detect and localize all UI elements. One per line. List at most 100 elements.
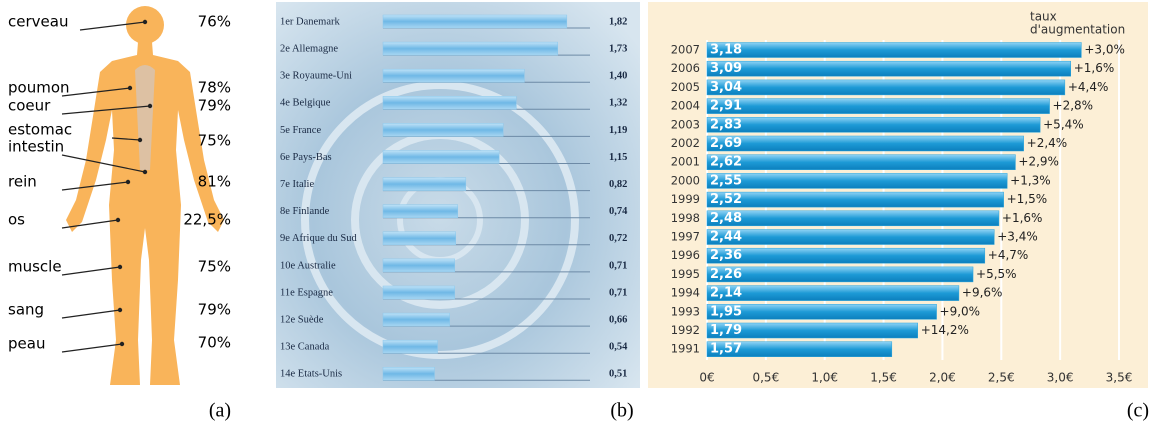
country-label: 8e Finlande (280, 206, 330, 217)
year-label: 2005 (671, 80, 700, 94)
country-label: 9e Afrique du Sud (280, 233, 357, 244)
growth-label: +2,9% (1018, 155, 1059, 169)
bar (707, 99, 1050, 114)
growth-label: +1,6% (1002, 211, 1043, 225)
leader-dot (120, 342, 124, 346)
x-tick-label: 3,0€ (1047, 371, 1074, 385)
organ-label: intestin (8, 138, 64, 156)
country-label: 11e Espagne (280, 287, 333, 298)
leader-dot (126, 180, 130, 184)
panel-b-background (276, 2, 640, 388)
caption: (c) (1127, 400, 1149, 422)
value-label: 0,72 (609, 233, 627, 244)
bar (383, 259, 455, 272)
organ-value: 75% (198, 258, 231, 276)
organ-label: cerveau (8, 13, 68, 31)
value-label: 1,95 (710, 304, 742, 319)
bar (707, 211, 999, 226)
organ-value: 76% (198, 13, 231, 31)
figure: cerveau76%poumon78%coeur79%estomacintest… (0, 0, 1161, 428)
x-tick-label: 3,5€ (1106, 371, 1133, 385)
growth-title: d'augmentation (1030, 23, 1125, 37)
x-tick-label: 1,5€ (870, 371, 897, 385)
leader-dot (148, 104, 152, 108)
organ-label: os (8, 211, 25, 229)
caption: (a) (209, 400, 231, 422)
bar (707, 230, 994, 245)
year-label: 2003 (671, 117, 700, 131)
value-label: 2,91 (710, 99, 742, 114)
organ-value: 70% (198, 334, 231, 352)
country-label: 7e Italie (280, 179, 314, 190)
organ-value: 81% (198, 173, 231, 191)
value-label: 2,36 (710, 248, 742, 263)
leader-dot (128, 86, 132, 90)
country-label: 1er Danemark (280, 16, 341, 27)
bar (707, 136, 1024, 151)
bar (383, 367, 435, 380)
leader-dot (118, 308, 122, 312)
value-label: 2,83 (710, 117, 742, 132)
year-label: 2000 (671, 173, 700, 187)
bar (383, 96, 516, 109)
value-label: 0,54 (609, 342, 628, 353)
organ-value: 79% (198, 97, 231, 115)
country-label: 13e Canada (280, 342, 330, 353)
country-label: 4e Belgique (280, 98, 331, 109)
leader-dot (138, 138, 142, 142)
bar (707, 61, 1071, 76)
value-label: 0,51 (609, 369, 627, 380)
leader-line (62, 344, 122, 352)
value-label: 0,71 (609, 287, 627, 298)
x-tick-label: 0,5€ (752, 371, 779, 385)
year-label: 2001 (671, 155, 700, 169)
year-label: 1992 (671, 323, 700, 337)
organ-value: 78% (198, 79, 231, 97)
year-label: 1999 (671, 192, 700, 206)
year-label: 2002 (671, 136, 700, 150)
leader-dot (143, 170, 147, 174)
bar (383, 42, 558, 55)
growth-label: +4,7% (988, 248, 1029, 262)
growth-label: +3,4% (997, 230, 1038, 244)
growth-label: +3,0% (1084, 43, 1125, 57)
bar (383, 205, 458, 218)
country-label: 5e France (280, 125, 321, 136)
x-tick-label: 1,0€ (811, 371, 838, 385)
organ-label: muscle (8, 258, 62, 276)
value-label: 3,18 (710, 43, 742, 58)
growth-label: +5,5% (976, 267, 1017, 281)
bar (707, 43, 1081, 58)
value-label: 1,73 (609, 44, 627, 55)
organ-label: peau (8, 335, 45, 353)
year-label: 1996 (671, 248, 700, 262)
value-label: 1,19 (609, 125, 627, 136)
bar (707, 192, 1004, 207)
year-label: 1994 (671, 286, 700, 300)
bar (383, 178, 466, 191)
x-tick-label: 2,5€ (988, 371, 1015, 385)
panel-c: 0€0,5€1,0€1,5€2,0€2,5€3,0€3,5€tauxd'augm… (648, 2, 1148, 388)
year-label: 2006 (671, 61, 700, 75)
country-label: 6e Pays-Bas (280, 152, 332, 163)
bar (707, 117, 1040, 132)
value-label: 0,82 (609, 179, 627, 190)
organ-value: 79% (198, 301, 231, 319)
bar (383, 340, 438, 353)
value-label: 2,48 (710, 211, 742, 226)
value-label: 2,62 (710, 155, 742, 170)
bar (383, 286, 455, 299)
growth-title: taux (1030, 10, 1057, 24)
value-label: 2,69 (710, 136, 742, 151)
bar (707, 248, 985, 263)
growth-label: +1,3% (1010, 173, 1051, 187)
bar (383, 313, 450, 326)
value-label: 1,32 (609, 98, 627, 109)
leader-dot (116, 218, 120, 222)
year-label: 1997 (671, 230, 700, 244)
head (126, 6, 164, 44)
organ-label: coeur (8, 97, 51, 115)
country-label: 3e Royaume-Uni (280, 71, 352, 82)
year-label: 1998 (671, 211, 700, 225)
year-label: 2007 (671, 43, 700, 57)
